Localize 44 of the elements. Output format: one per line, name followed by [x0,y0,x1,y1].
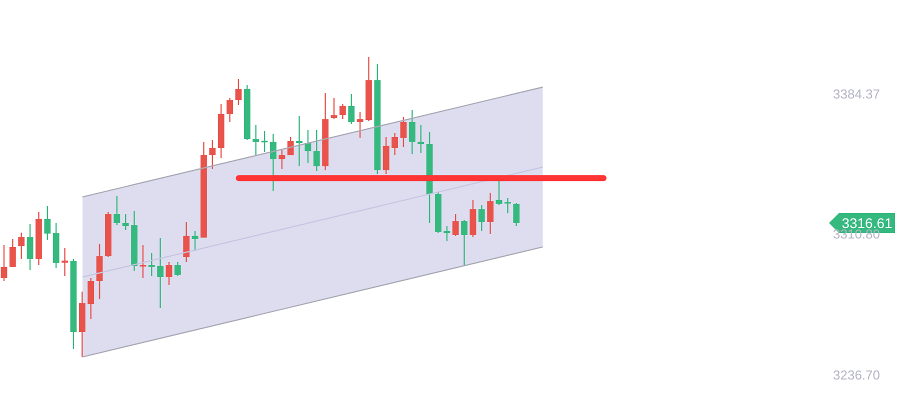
candlestick [504,197,511,214]
candlestick [478,204,485,232]
candlestick [461,219,468,267]
candlestick [452,213,459,237]
candlestick [408,109,416,155]
y-tick-label: 3236.70 [833,368,880,383]
candlestick [261,130,268,153]
candlestick [122,213,129,231]
candlestick [18,232,25,260]
candlestick [252,124,260,157]
candlestick [304,129,312,164]
candlestick [140,244,146,279]
candlestick [296,115,302,167]
candlestick [418,124,424,154]
candlestick [174,261,181,277]
candlestick [278,150,286,170]
candlestick [444,225,450,242]
candlestick [88,277,94,320]
candlestick [496,180,502,206]
candlestick [0,244,8,282]
candlestick [192,230,198,252]
candlestick [513,202,520,227]
candlestick [348,93,355,125]
candlestick [339,103,346,120]
candlestick [487,192,494,235]
candlestick [26,223,34,271]
candlestick [183,221,190,263]
candlestick [313,129,320,172]
candlestick [235,78,242,106]
candlestick [270,133,276,192]
candlestick [330,97,338,120]
candlestick [62,247,68,277]
candlestick [209,139,216,170]
candlestick [400,116,407,148]
candlestick [392,132,398,156]
y-tick-label: 3384.37 [833,86,880,102]
candlestick [226,97,233,123]
candlestick [148,252,155,277]
candlestick [166,261,172,286]
candlestick [9,238,16,268]
candlestick [157,237,164,309]
candlestick [114,195,120,226]
candlestick [44,205,51,241]
candlestick [356,111,364,139]
